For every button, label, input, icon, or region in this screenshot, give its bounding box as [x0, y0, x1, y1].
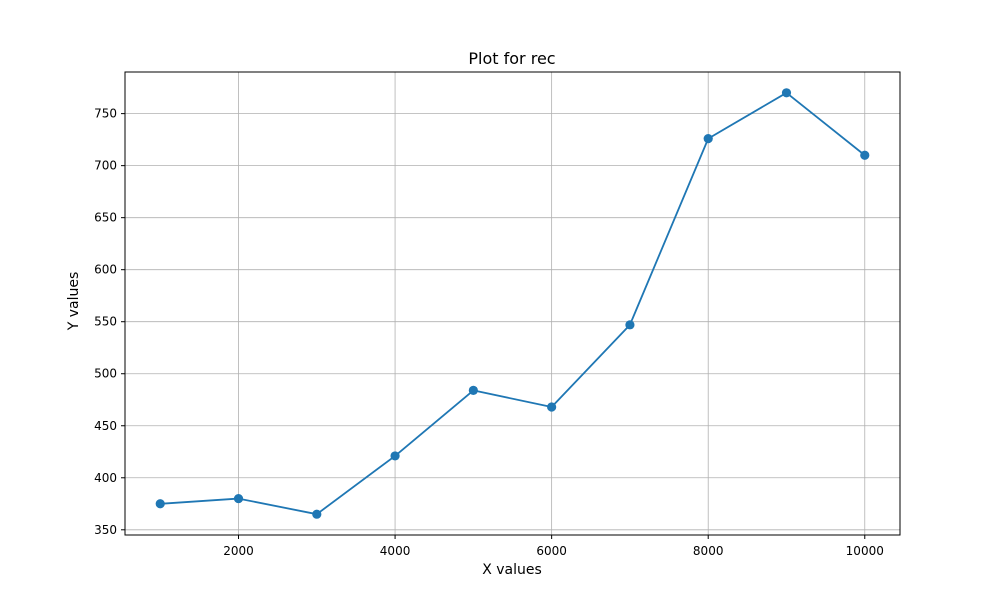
chart-title: Plot for rec [468, 49, 555, 68]
plot-frame [124, 71, 901, 536]
data-point [155, 499, 165, 509]
x-axis-label: X values [482, 562, 542, 578]
series-line [159, 91, 866, 516]
tick-labels: 2000 4000 6000 8000 10000 350 400 450 500 550 600 6… [94, 107, 884, 558]
data-point [312, 509, 322, 519]
x-tick-label: 4000 [380, 544, 411, 558]
data-point [233, 493, 244, 504]
y-tick-label: 450 [94, 419, 117, 433]
data-point [703, 133, 713, 144]
y-tick-label: 400 [94, 471, 117, 485]
y-tick-label: 350 [94, 523, 117, 537]
grid-lines [125, 72, 900, 535]
data-point [547, 402, 557, 412]
x-tick-label: 2000 [223, 544, 254, 558]
data-point [781, 88, 792, 98]
y-axis-label: Y values [66, 272, 82, 332]
x-tick-label: 6000 [536, 544, 567, 558]
data-point [860, 150, 870, 160]
axes [124, 71, 901, 536]
y-tick-label: 750 [94, 107, 117, 121]
y-tick-label: 500 [94, 367, 117, 381]
y-tick-label: 650 [94, 211, 117, 225]
x-tick-label: 8000 [693, 544, 724, 558]
data-point [390, 451, 400, 461]
y-tick-label: 600 [94, 263, 117, 277]
y-tick-label: 700 [94, 159, 117, 173]
series-group [155, 88, 870, 519]
x-tick-label: 10000 [846, 544, 884, 558]
data-point [625, 320, 635, 330]
y-tick-label: 550 [94, 315, 117, 329]
data-point [468, 385, 478, 395]
